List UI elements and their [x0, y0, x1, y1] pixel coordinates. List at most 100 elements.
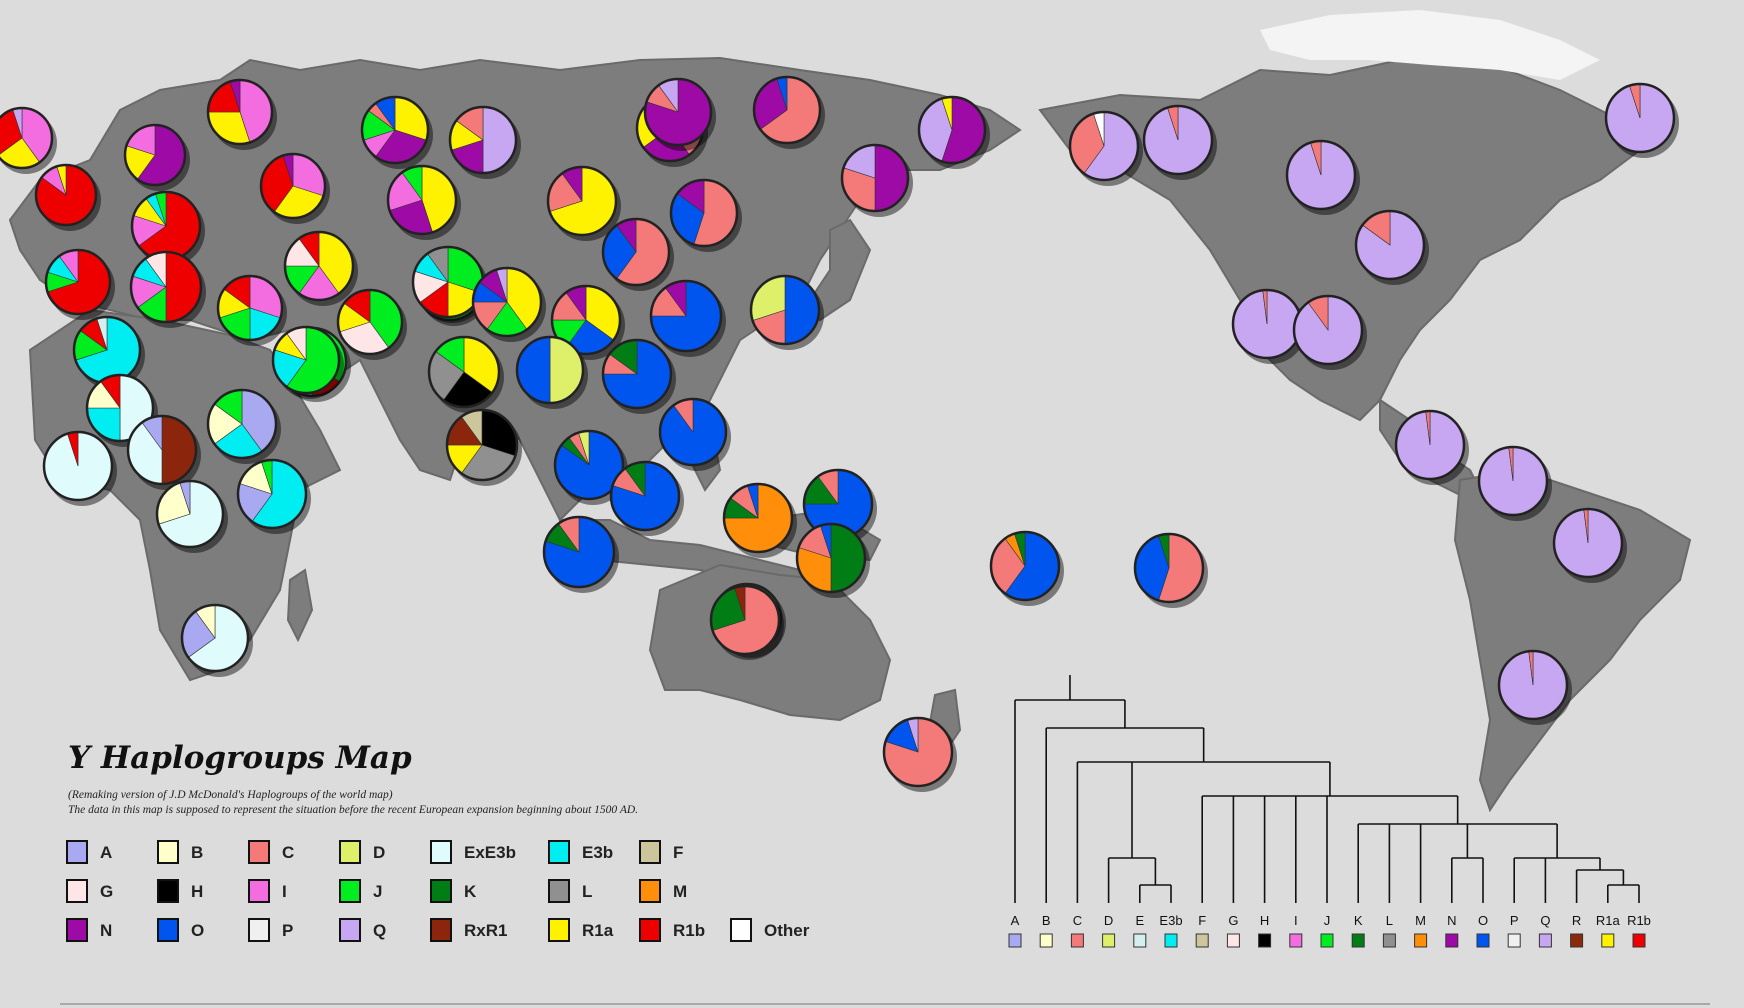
greenland-ice: [1260, 10, 1600, 80]
legend-swatch: [157, 879, 179, 903]
pie-border: [155, 479, 225, 549]
pie-border: [669, 178, 739, 248]
legend-swatch: [639, 879, 661, 903]
pie-border: [542, 515, 616, 589]
legend-swatch: [248, 918, 270, 942]
pie-border: [1394, 409, 1466, 481]
pie-us-central: [1292, 294, 1367, 370]
pie-border: [0, 106, 54, 170]
subtitle-credit: (Remaking version of J.D McDonald's Hapl…: [68, 789, 393, 801]
pie-taiwan: [658, 397, 731, 471]
tree-leaf-swatch: [1258, 933, 1272, 948]
tree-leaf-label: J: [1324, 913, 1331, 928]
legend-swatch: [248, 840, 270, 864]
pie-colombia: [1477, 445, 1552, 521]
pie-border: [216, 274, 284, 342]
pie-new-guinea-e: [795, 522, 870, 598]
legend-swatch: [157, 840, 179, 864]
pie-horn-africa: [236, 458, 311, 534]
legend-label: E3b: [582, 843, 614, 862]
tree-leaf-swatch: [1289, 933, 1303, 948]
pie-north-china: [649, 279, 726, 357]
legend-label: R1b: [673, 921, 706, 940]
pie-border: [601, 217, 671, 287]
pie-border: [917, 95, 987, 165]
pie-egypt-sudan: [206, 388, 281, 464]
pie-border: [989, 530, 1061, 602]
tree-leaf-swatch: [1476, 933, 1490, 948]
map-title-block: Y Haplogroups Map (Remaking version of J…: [68, 740, 638, 818]
legend-label: N: [100, 921, 113, 940]
pie-border: [360, 95, 430, 165]
pie-border: [515, 335, 585, 405]
tree-leaf-label: B: [1042, 913, 1051, 928]
pie-central-africa: [155, 479, 228, 553]
tree-leaf-swatch: [1382, 933, 1396, 948]
tree-leaf-swatch: [1414, 933, 1428, 948]
tree-leaf-label: D: [1104, 913, 1113, 928]
legend-swatch: [730, 918, 752, 942]
map-title: Y Haplogroups Map: [68, 740, 412, 776]
pie-volga: [360, 95, 433, 169]
tree-leaf-swatch: [1008, 933, 1022, 948]
tree-leaf-label: A: [1011, 913, 1020, 928]
madagascar-landmass: [286, 568, 314, 643]
pie-border: [386, 164, 458, 236]
legend-label: O: [191, 921, 205, 940]
pie-sahel: [126, 414, 201, 490]
pie-border: [1477, 445, 1549, 517]
haplogroup-pies: [0, 75, 1679, 792]
phylogenetic-tree: A B C D E E3b F G H I J K L M N O P Q R R1a R1b: [1008, 675, 1651, 948]
legend-swatch: [339, 840, 361, 864]
legend-swatch: [66, 840, 88, 864]
subtitle-note: The data in this map is supposed to repr…: [68, 804, 639, 816]
tree-leaf-label: G: [1228, 913, 1238, 928]
pie-micronesia: [989, 530, 1064, 606]
tree-leaf-label: Q: [1540, 913, 1550, 928]
pie-borneo: [542, 515, 619, 593]
tree-leaf-swatch: [1195, 933, 1209, 948]
pie-caucasus: [336, 288, 407, 360]
pie-border: [752, 75, 822, 145]
pie-border: [206, 78, 274, 146]
pie-border: [85, 373, 155, 443]
tree-leaf-swatch: [1070, 933, 1084, 948]
pie-finland: [123, 123, 190, 191]
legend-label: ExE3b: [464, 843, 516, 862]
legend-swatch: [639, 840, 661, 864]
pie-chukotka: [917, 95, 990, 169]
pie-south-africa: [180, 603, 253, 677]
legend-label: M: [673, 882, 688, 901]
pie-mexico: [1394, 409, 1469, 485]
legend-swatch: [430, 840, 452, 864]
tree-leaf-swatch: [1507, 933, 1521, 948]
tree-leaf-swatch: [1226, 933, 1240, 948]
tree-leaf-label: E3b: [1159, 913, 1182, 928]
tree-leaf-label: F: [1198, 913, 1206, 928]
tree-leaf-label: P: [1510, 913, 1519, 928]
pie-greenland: [1604, 82, 1679, 158]
pie-border: [550, 284, 622, 356]
tree-leaf-label: O: [1478, 913, 1488, 928]
pie-border: [749, 274, 821, 346]
legend-swatch: [639, 918, 661, 942]
pie-ireland: [34, 163, 101, 231]
legend-label: D: [373, 843, 386, 862]
pie-border: [553, 429, 625, 501]
pie-indus: [427, 335, 504, 413]
pie-tibet: [515, 335, 588, 409]
pie-baltic: [386, 164, 461, 240]
legend-label: L: [582, 882, 593, 901]
legend-label: H: [191, 882, 204, 901]
tree-leaf-swatch: [1102, 933, 1116, 948]
pie-border: [1497, 649, 1569, 721]
pie-border: [206, 388, 278, 460]
legend-swatch: [66, 879, 88, 903]
pie-australia: [709, 584, 784, 660]
tree-leaf-label: M: [1415, 913, 1426, 928]
pie-iberia: [44, 248, 115, 320]
legend-swatch: [248, 879, 270, 903]
pie-border: [840, 143, 910, 213]
pie-manchuria: [601, 217, 674, 291]
pie-border: [336, 288, 404, 356]
